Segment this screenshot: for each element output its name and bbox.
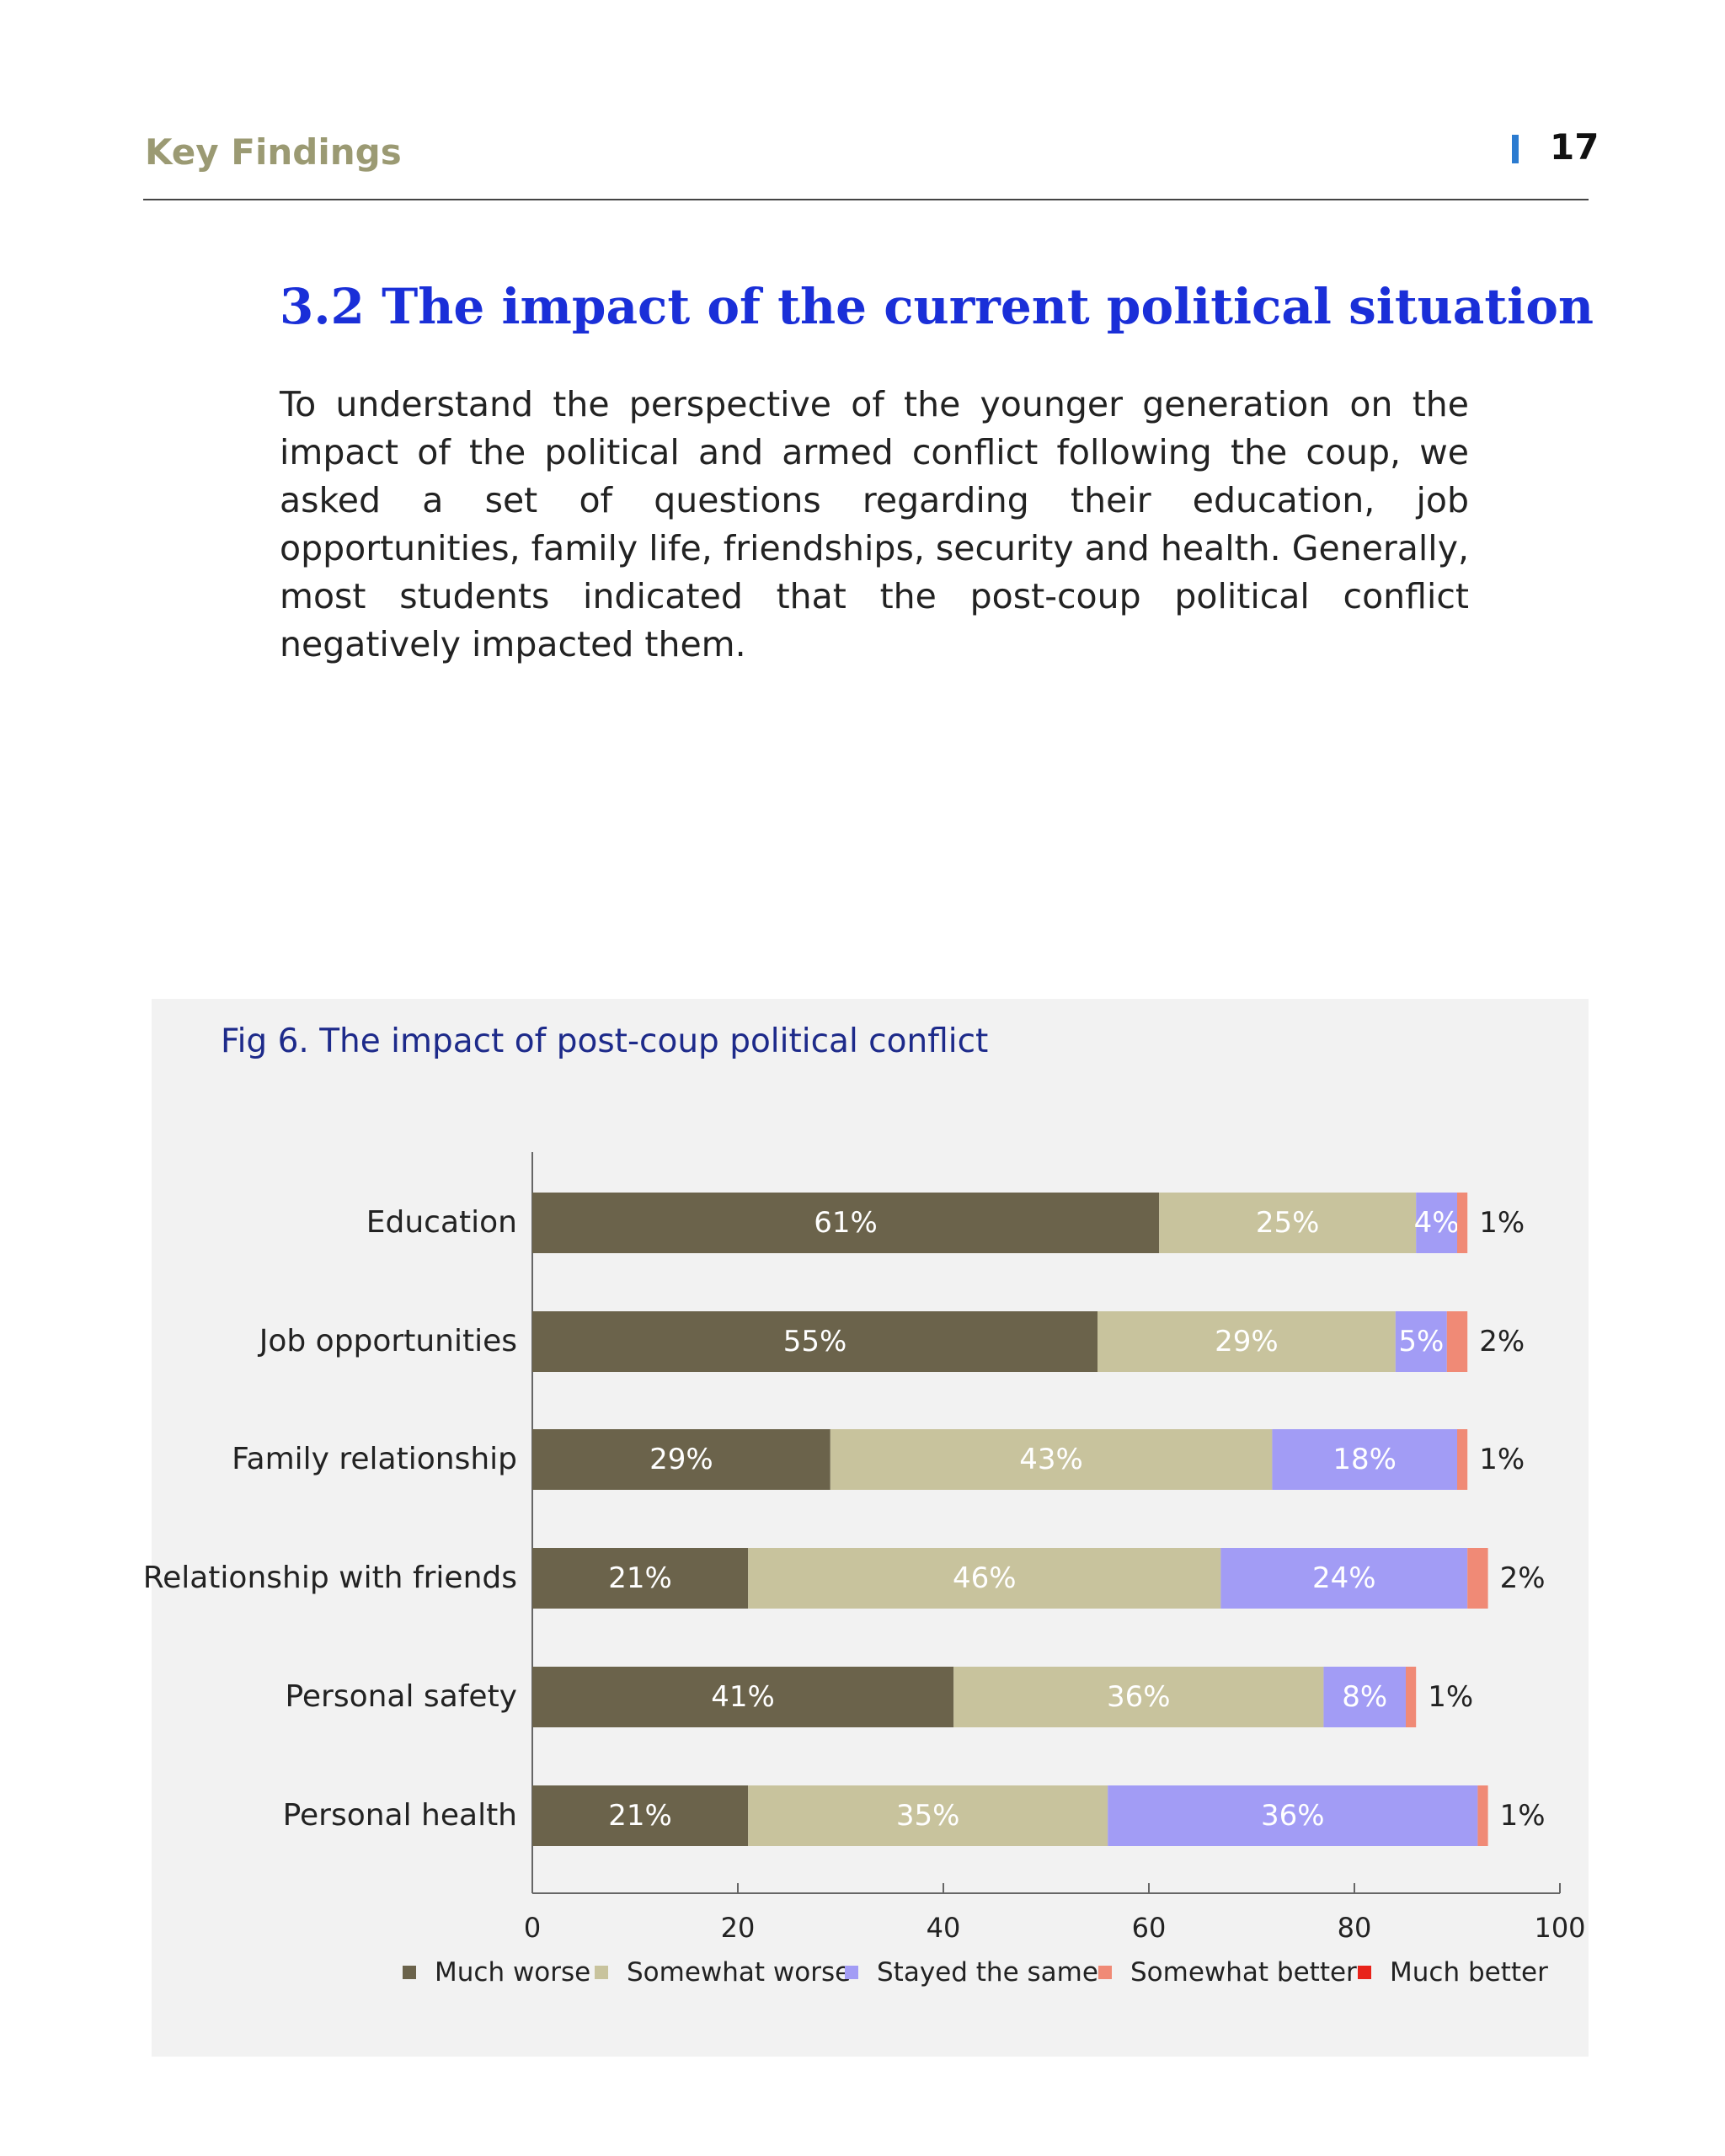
page-number: 17 — [1550, 126, 1599, 168]
intro-paragraph: To understand the perspective of the you… — [280, 384, 1469, 664]
figure-title: Fig 6. The impact of post-coup political… — [221, 1022, 989, 1060]
figure-panel — [152, 999, 1589, 2057]
page-number-separator — [1512, 135, 1519, 163]
header-divider — [143, 199, 1589, 200]
running-header-section: Key Findings — [145, 131, 402, 173]
section-title: 3.2 The impact of the current political … — [280, 278, 1594, 335]
